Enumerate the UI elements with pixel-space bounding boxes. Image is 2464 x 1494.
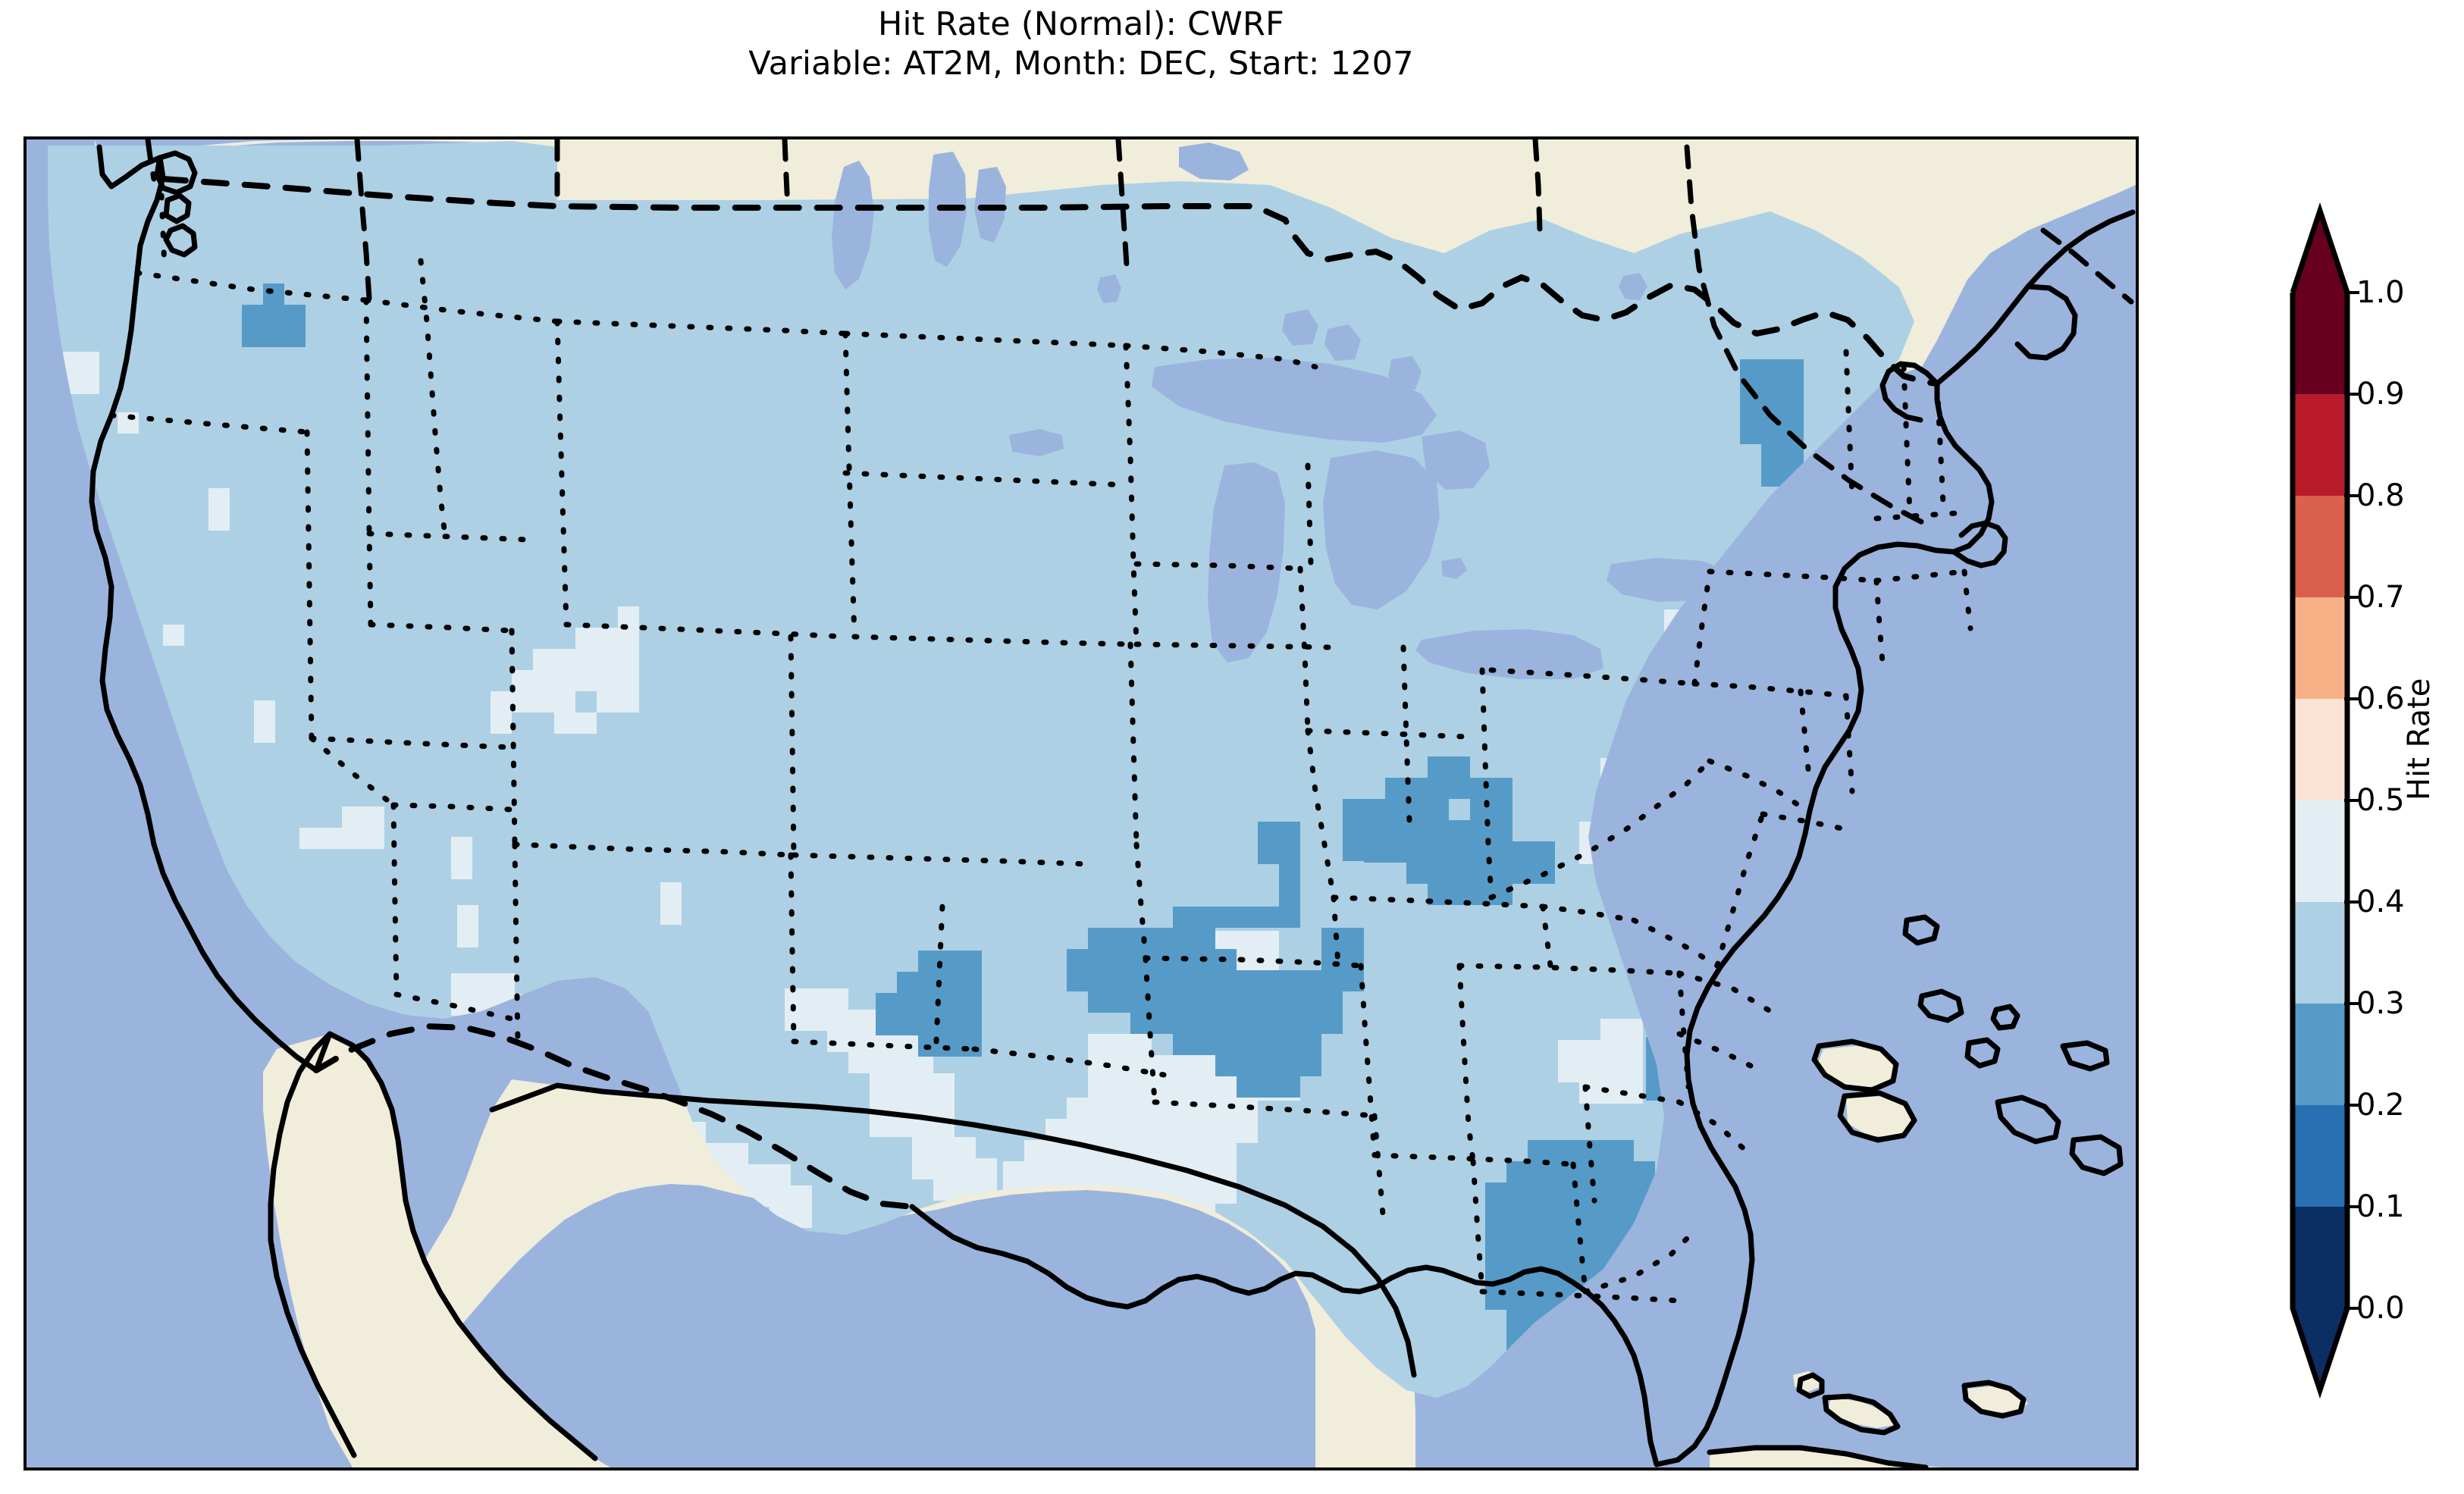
cb-tick-mark-0p2 — [2344, 1104, 2359, 1107]
cb-tick-label-0p5: 0.5 — [2356, 783, 2405, 818]
cb-tick-mark-0p6 — [2344, 697, 2359, 700]
conus-hit-rate-map — [27, 139, 2136, 1467]
canada-landmass — [95, 139, 2136, 374]
cb-tick-label-0p3: 0.3 — [2356, 986, 2405, 1021]
cb-tick-label-0p0: 0.0 — [2356, 1291, 2405, 1326]
cb-tick-mark-0p4 — [2344, 900, 2359, 904]
colorbar[interactable]: 1.0 0.9 0.8 0.7 0.6 0.5 0.4 0.3 0.2 0.1 … — [2290, 202, 2405, 1399]
title-line-1: Hit Rate (Normal): CWRF — [877, 5, 1285, 43]
cb-tick-mark-0p1 — [2344, 1205, 2359, 1208]
state-borders — [108, 139, 2134, 1304]
map-canvas — [27, 139, 2136, 1467]
cb-tick-mark-0p0 — [2344, 1307, 2359, 1310]
gulf-of-mexico-water — [383, 1184, 1315, 1467]
cb-tick-mark-0p5 — [2344, 799, 2359, 802]
cb-tick-label-0p8: 0.8 — [2356, 478, 2405, 513]
colorbar-gradient — [2290, 202, 2350, 1399]
cb-tick-label-0p4: 0.4 — [2356, 885, 2405, 919]
cb-tick-label-1p0: 1.0 — [2356, 275, 2405, 310]
cb-tick-label-0p2: 0.2 — [2356, 1088, 2405, 1123]
cb-tick-label-0p6: 0.6 — [2356, 681, 2405, 716]
cb-tick-mark-1p0 — [2344, 291, 2359, 294]
cb-tick-label-0p1: 0.1 — [2356, 1189, 2405, 1224]
cb-tick-mark-0p3 — [2344, 1002, 2359, 1005]
baja-california — [263, 1034, 610, 1467]
figure-title: Hit Rate (Normal): CWRF Variable: AT2M, … — [24, 5, 2139, 84]
cb-tick-label-0p7: 0.7 — [2356, 580, 2405, 615]
cb-tick-mark-0p9 — [2344, 393, 2359, 396]
cb-tick-mark-0p8 — [2344, 494, 2359, 497]
coastline-layer — [89, 144, 2136, 1467]
cb-tick-label-0p9: 0.9 — [2356, 377, 2405, 412]
colorbar-axis-label: Hit Rate — [2402, 678, 2437, 800]
map-axes — [24, 136, 2139, 1471]
cb-tick-mark-0p7 — [2344, 596, 2359, 599]
title-line-2: Variable: AT2M, Month: DEC, Start: 1207 — [748, 45, 1414, 83]
